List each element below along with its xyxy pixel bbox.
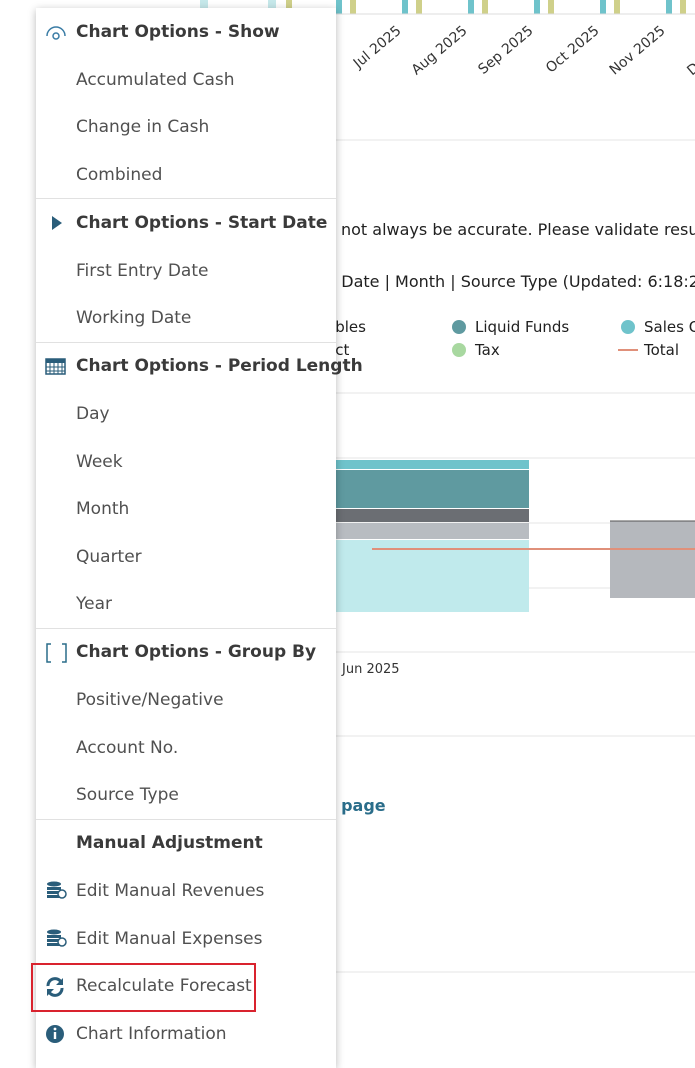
menu-item[interactable]: Chart Information: [76, 1024, 227, 1044]
menu-item[interactable]: Month: [76, 499, 130, 519]
menu-item[interactable]: Change in Cash: [76, 117, 210, 137]
menu-item[interactable]: Account No.: [76, 738, 179, 758]
legend-item: Tax: [475, 341, 500, 359]
section-title: Chart Options - Show: [76, 22, 280, 42]
x-label: Nov 2025: [607, 23, 669, 79]
context-menu: Chart Options - Show Accumulated Cash Ch…: [36, 8, 363, 1068]
coins-icon: [47, 881, 67, 899]
menu-item[interactable]: Positive/Negative: [76, 690, 224, 710]
notice: not always be accurate. Please validate …: [341, 220, 695, 239]
x-label: Jul 2025: [350, 23, 405, 73]
menu-item[interactable]: Working Date: [76, 308, 192, 328]
menu-item[interactable]: Edit Manual Revenues: [76, 881, 265, 901]
group-icon: [46, 643, 67, 663]
menu-item[interactable]: Combined: [76, 165, 163, 185]
menu-item[interactable]: Day: [76, 404, 110, 424]
show-icon: [46, 26, 66, 40]
highlight-box: [31, 963, 256, 1012]
refresh-icon: [46, 977, 64, 997]
legend-item: Liquid Funds: [475, 318, 570, 336]
info-icon: [46, 1025, 64, 1043]
menu-item[interactable]: Recalculate Forecast: [76, 976, 252, 996]
menu-item[interactable]: Year: [76, 594, 112, 614]
legend-item: Sales O: [644, 318, 695, 336]
link[interactable]: s page: [326, 796, 386, 815]
section-title: Chart Options - Start Date: [76, 213, 328, 233]
x-label: Sep 2025: [475, 23, 536, 78]
calendar-icon: [45, 358, 66, 375]
subtitle: g Date | Month | Source Type (Updated: 6…: [326, 272, 695, 291]
expand-icon: [52, 216, 62, 230]
menu-item[interactable]: Week: [76, 452, 123, 472]
section-title: Chart Options - Period Length: [76, 356, 363, 376]
x-label: D: [684, 60, 695, 79]
x-label: Oct 2025: [543, 23, 603, 77]
section-title: Chart Options - Group By: [76, 642, 317, 662]
menu-item[interactable]: Accumulated Cash: [76, 70, 235, 90]
menu-item[interactable]: Quarter: [76, 547, 142, 567]
legend-item: Total: [644, 341, 680, 359]
coins-icon: [47, 929, 67, 947]
menu-item[interactable]: Edit Manual Expenses: [76, 929, 263, 949]
menu-item[interactable]: First Entry Date: [76, 261, 209, 281]
chart-x-label: Jun 2025: [342, 662, 400, 677]
menu-item[interactable]: Source Type: [76, 785, 179, 805]
section-title: Manual Adjustment: [76, 833, 263, 853]
x-label: Aug 2025: [409, 23, 471, 79]
